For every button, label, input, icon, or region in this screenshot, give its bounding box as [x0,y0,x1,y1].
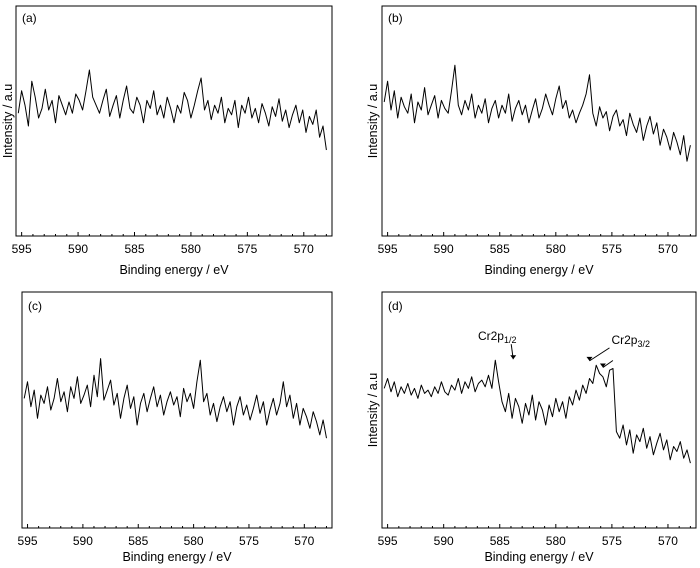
x-ticks [388,524,691,528]
x-axis-label: Binding energy / eV [484,263,594,277]
x-tick-label: 570 [294,242,314,256]
peak-label-main: Cr2p [611,333,637,347]
plot-frame [22,292,332,528]
x-tick-label: 595 [378,534,398,548]
x-axis-label: Binding energy / eV [484,550,594,564]
panel-label: (c) [28,299,42,313]
peak-annotations: Cr2p1/2 Cr2p3/2 [478,329,650,367]
x-tick-label: 585 [128,534,148,548]
panel-label: (b) [388,11,403,25]
x-tick-label: 590 [434,242,454,256]
x-tick-label: 590 [68,242,88,256]
x-tick-label: 585 [490,534,510,548]
spectrum-line [384,65,690,161]
x-tick-label: 585 [124,242,144,256]
x-tick-label: 580 [184,534,204,548]
peak-label-subscript: 3/2 [637,339,650,349]
x-ticks [28,524,327,528]
x-tick-label: 570 [658,534,678,548]
x-tick-label: 570 [294,534,314,548]
peak-label-main: Cr2p [478,329,504,343]
x-ticks [22,232,327,236]
x-tick-label: 575 [602,242,622,256]
x-tick-label: 595 [378,242,398,256]
annotation-arrowhead [586,357,592,361]
x-tick-label: 575 [602,534,622,548]
x-tick-label: 570 [658,242,678,256]
x-tick-label: 580 [181,242,201,256]
annotation-arrow [589,348,609,361]
y-axis-label: Intensity / a.u [366,373,380,447]
x-tick-label: 590 [73,534,93,548]
x-tick-labels: 595 590 585 580 575 570 [12,242,314,256]
x-axis-label: Binding energy / eV [119,263,229,277]
panel-b: (b) 595 590 585 580 575 570 Binding energy / … [366,6,696,277]
x-tick-labels: 595 590 585 580 575 570 [378,242,679,256]
plot-frame [382,292,696,528]
panel-label: (a) [22,11,37,25]
peak-label: Cr2p3/2 [611,333,650,349]
spectrum-line [18,70,326,150]
x-tick-label: 580 [546,242,566,256]
x-tick-label: 595 [18,534,38,548]
spectrum-line [24,359,326,439]
x-tick-label: 575 [239,534,259,548]
peak-label-subscript: 1/2 [504,335,517,345]
y-axis-label: Intensity / a.u [1,84,15,158]
x-tick-labels: 595 590 585 580 575 570 [378,534,679,548]
panel-a: (a) 595 590 585 580 575 570 Binding energy / … [1,6,332,277]
panel-c: (c) 595 590 585 580 575 570 Binding energy / … [18,292,332,564]
peak-label: Cr2p1/2 [478,329,517,345]
x-tick-label: 580 [546,534,566,548]
y-axis-label: Intensity / a.u [366,84,380,158]
x-tick-label: 585 [490,242,510,256]
x-tick-labels: 595 590 585 580 575 570 [18,534,315,548]
x-tick-label: 575 [237,242,257,256]
x-ticks [388,232,691,236]
x-tick-label: 590 [434,534,454,548]
x-tick-label: 595 [12,242,32,256]
panel-label: (d) [388,299,403,313]
panel-d: (d) 595 590 585 580 575 570 Cr2p1/2 Cr2p3/2 Bi… [366,292,696,564]
spectrum-line [384,360,690,463]
x-axis-label: Binding energy / eV [122,550,232,564]
annotation-arrowhead [510,355,516,359]
